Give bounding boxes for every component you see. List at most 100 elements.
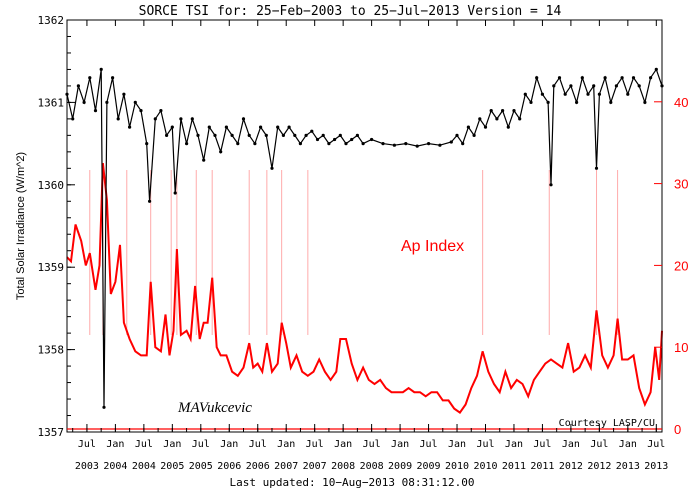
- tsi-point: [82, 100, 86, 104]
- tsi-point: [253, 142, 257, 146]
- x-tick-month: Jan: [391, 439, 409, 450]
- x-tick-year: 2011: [502, 461, 526, 472]
- x-tick-month: Jul: [420, 439, 438, 450]
- tsi-point: [293, 133, 297, 137]
- x-tick-month: Jul: [306, 439, 324, 450]
- x-tick-year: 2004: [103, 461, 127, 472]
- tsi-point: [637, 84, 641, 88]
- right-axis: 0 10 20 30 40: [654, 95, 688, 437]
- ap-line: [66, 162, 663, 414]
- tsi-point: [523, 92, 527, 96]
- tsi-point: [501, 109, 505, 113]
- x-tick-month: Jan: [505, 439, 523, 450]
- tsi-point: [219, 150, 223, 154]
- x-tick-month: Jul: [590, 439, 608, 450]
- tsi-point: [580, 76, 584, 80]
- tsi-point: [620, 76, 624, 80]
- tsi-point: [415, 144, 419, 148]
- courtesy-note: Courtesy LASP/CU: [559, 418, 655, 429]
- x-tick-year: 2009: [417, 461, 441, 472]
- tsi-point: [549, 183, 553, 187]
- tsi-point: [128, 125, 132, 129]
- x-tick-year: 2006: [217, 461, 241, 472]
- x-axis: Jul 2003 Jan 2004 Jul 2004 Jan 2005 Jul 2005 Jan 20…: [72, 20, 668, 472]
- tsi-point: [355, 133, 359, 137]
- tsi-point: [122, 92, 126, 96]
- tsi-point: [196, 133, 200, 137]
- x-tick-year: 2006: [246, 461, 270, 472]
- x-tick-month: Jan: [220, 439, 238, 450]
- tsi-point: [586, 92, 590, 96]
- tsi-point: [540, 92, 545, 96]
- tsi-point: [213, 133, 217, 137]
- x-tick-year: 2013: [616, 461, 640, 472]
- x-tick-year: 2009: [388, 461, 412, 472]
- tsi-point: [495, 117, 499, 121]
- tsi-point: [546, 100, 550, 104]
- tsi-point: [148, 199, 152, 203]
- vertical-markers: [89, 170, 619, 335]
- tsi-point: [569, 84, 573, 88]
- tsi-point: [315, 137, 320, 142]
- tsi-point: [88, 76, 92, 80]
- tsi-point: [614, 84, 619, 88]
- tsi-point: [529, 100, 533, 104]
- x-tick-month: Jan: [448, 439, 466, 450]
- x-tick-month: Jul: [249, 439, 267, 450]
- x-tick-month: Jan: [334, 439, 352, 450]
- left-axis: 1357 1358 1359 1360 1361 1362: [38, 14, 75, 439]
- tsi-point: [236, 142, 240, 146]
- tsi-point: [557, 76, 562, 80]
- tsi-point: [506, 125, 510, 129]
- tsi-point: [461, 142, 465, 146]
- x-tick-month: Jul: [135, 439, 153, 450]
- tsi-point: [145, 142, 149, 146]
- tsi-point: [173, 191, 177, 195]
- x-tick-month: Jul: [476, 439, 494, 450]
- tsi-point: [333, 137, 337, 142]
- tsi-point: [321, 133, 325, 137]
- tsi-point: [472, 133, 476, 137]
- tsi-point: [190, 117, 194, 121]
- tsi-point: [489, 109, 493, 113]
- tsi-point: [449, 140, 453, 144]
- tsi-point: [133, 100, 137, 104]
- x-tick-month: Jul: [78, 439, 96, 450]
- tsi-point: [111, 76, 115, 80]
- tsi-point: [381, 142, 385, 146]
- tsi-point: [281, 133, 285, 137]
- tsi-point: [247, 133, 251, 137]
- tsi-point: [202, 158, 206, 162]
- left-tick-label: 1357: [38, 426, 65, 439]
- tsi-point: [170, 125, 174, 129]
- tsi-point: [185, 142, 189, 146]
- tsi-point: [427, 142, 431, 146]
- tsi-point: [270, 166, 274, 170]
- left-tick-label: 1358: [38, 344, 65, 357]
- tsi-point: [483, 125, 488, 129]
- tsi-point: [643, 100, 647, 104]
- tsi-point: [105, 100, 109, 104]
- left-tick-label: 1360: [38, 179, 65, 192]
- tsi-point: [298, 142, 302, 146]
- right-tick-label: 30: [674, 177, 688, 192]
- tsi-point: [649, 76, 653, 80]
- tsi-point: [99, 67, 103, 71]
- left-tick-label: 1361: [38, 96, 65, 109]
- ap-index-label: Ap Index: [401, 238, 464, 255]
- tsi-point: [592, 84, 596, 88]
- tsi-point: [287, 125, 291, 129]
- x-tick-year: 2008: [360, 461, 384, 472]
- x-tick-year: 2010: [445, 461, 469, 472]
- tsi-point: [455, 133, 459, 137]
- tsi-point: [609, 100, 613, 104]
- right-tick-label: 20: [674, 258, 688, 273]
- tsi-point: [165, 133, 169, 137]
- tsi-point: [259, 125, 263, 129]
- tsi-point: [350, 137, 354, 142]
- tsi-point: [76, 84, 80, 88]
- right-tick-label: 10: [674, 340, 688, 355]
- right-tick-label: 0: [674, 422, 681, 437]
- x-tick-month: Jan: [277, 439, 295, 450]
- x-tick-month: Jan: [562, 439, 580, 450]
